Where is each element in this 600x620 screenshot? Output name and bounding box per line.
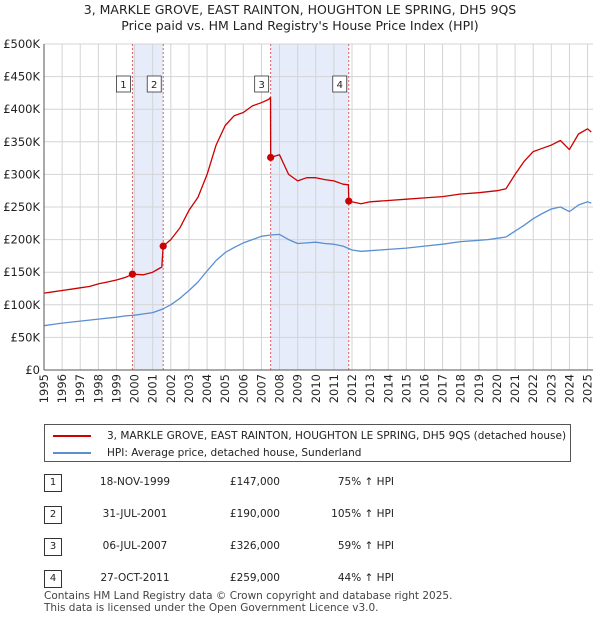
legend: 3, MARKLE GROVE, EAST RAINTON, HOUGHTON … (44, 424, 571, 462)
x-tick-label: 2017 (436, 374, 450, 403)
y-tick-label: £400K (3, 102, 40, 116)
axis-layer: £0 £50K £100K £150K £200K £250K £300K £350K £400… (3, 37, 594, 403)
y-tick-label: £500K (3, 37, 40, 51)
sale-point-2 (159, 242, 167, 250)
x-tick-label: 2008 (273, 374, 287, 403)
sale-row-4: 4 27-OCT-2011 £259,000 44% ↑ HPI (44, 570, 444, 590)
sale-price: £190,000 (229, 508, 280, 520)
y-tick-label: £250K (3, 200, 40, 214)
sale-point-1 (128, 270, 137, 278)
sale-label-box-1 (116, 75, 131, 93)
x-tick-label: 2000 (128, 374, 142, 403)
sale-label-3: 3 (258, 80, 264, 91)
sale-date: 31-JUL-2001 (102, 508, 168, 520)
sale-row-2: 2 31-JUL-2001 £190,000 105% ↑ HPI (44, 506, 444, 526)
sale-hpi-change: 75% ↑ HPI (337, 476, 394, 488)
sale-price: £259,000 (229, 572, 280, 584)
sale-label-4: 4 (337, 80, 343, 91)
y-tick-label: £200K (3, 233, 40, 247)
y-tick-label: £100K (3, 298, 40, 312)
sale-hpi-change: 59% ↑ HPI (337, 540, 394, 552)
sale-point-3 (267, 153, 275, 162)
x-tick-label: 2006 (236, 374, 250, 403)
x-tick-label: 2001 (146, 374, 160, 403)
sale-date: 27-OCT-2011 (100, 572, 170, 584)
footer-copyright: Contains HM Land Registry data © Crown c… (44, 590, 453, 602)
y-tick-label: £350K (3, 135, 40, 149)
x-tick-label: 2022 (526, 374, 540, 403)
x-tick-label: 2019 (472, 374, 486, 403)
x-tick-label: 2010 (309, 374, 323, 403)
x-tick-label: 1999 (109, 374, 123, 403)
sale-label-box-2 (146, 75, 162, 93)
grid-layer (43, 43, 593, 371)
series-line-hpi (43, 201, 592, 327)
legend-label-property: 3, MARKLE GROVE, EAST RAINTON, HOUGHTON … (107, 430, 567, 442)
sale-label-box-3 (254, 75, 270, 93)
x-tick-label: 2012 (345, 374, 359, 403)
y-tick-label: £150K (3, 265, 40, 279)
sale-date: 18-NOV-1999 (99, 476, 171, 488)
x-tick-label: 2009 (291, 374, 305, 403)
y-tick-label: £450K (3, 70, 40, 84)
x-tick-label: 2020 (490, 374, 504, 403)
x-tick-label: 2018 (454, 374, 468, 403)
y-tick-label: £0 (25, 363, 40, 377)
sale-hpi-change: 44% ↑ HPI (337, 572, 394, 584)
x-tick-label: 2023 (544, 374, 558, 403)
sale-price: £326,000 (229, 540, 280, 552)
sale-number-badge: 4 (44, 570, 62, 588)
x-tick-label: 2007 (254, 374, 268, 403)
sale-price: £147,000 (229, 476, 280, 488)
sale-date: 06-JUL-2007 (102, 540, 168, 552)
sale-number-badge: 3 (44, 538, 62, 556)
x-tick-label: 2024 (562, 374, 576, 403)
chart-title-line2: Price paid vs. HM Land Registry's House … (121, 18, 479, 33)
sale-label-1: 1 (120, 80, 126, 91)
legend-swatch-property (53, 435, 91, 437)
footer-licence: This data is licensed under the Open Gov… (44, 602, 379, 614)
x-tick-label: 1998 (91, 374, 105, 403)
chart-title-line1: 3, MARKLE GROVE, EAST RAINTON, HOUGHTON … (83, 2, 517, 17)
x-tick-label: 2005 (218, 374, 232, 403)
x-tick-label: 1996 (55, 374, 69, 403)
x-tick-label: 2011 (327, 374, 341, 403)
legend-item-hpi: HPI: Average price, detached house, Sund… (53, 445, 361, 461)
y-tick-label: £50K (11, 330, 41, 344)
legend-item-property: 3, MARKLE GROVE, EAST RAINTON, HOUGHTON … (53, 428, 566, 444)
sale-number-badge: 1 (44, 474, 62, 492)
point-layer (128, 153, 353, 278)
x-tick-label: 2015 (399, 374, 413, 403)
sale-row-1: 1 18-NOV-1999 £147,000 75% ↑ HPI (44, 474, 444, 494)
x-tick-label: 1995 (37, 374, 51, 403)
sale-point-4 (345, 197, 353, 205)
sale-number-badge: 2 (44, 506, 62, 524)
x-tick-label: 2002 (164, 374, 178, 403)
x-tick-label: 2003 (182, 374, 196, 403)
x-tick-label: 2013 (363, 374, 377, 403)
x-tick-label: 2021 (508, 374, 522, 403)
price-chart: 1 2 3 4 £0 £50K £100K £150K £200K £250K £300K £350… (3, 37, 594, 403)
label-layer: 1 2 3 4 (116, 75, 348, 93)
sale-label-2: 2 (151, 80, 157, 91)
sale-hpi-change: 105% ↑ HPI (331, 508, 394, 520)
x-tick-label: 2004 (200, 374, 214, 403)
sale-label-box-4 (332, 75, 348, 93)
legend-label-hpi: HPI: Average price, detached house, Sund… (107, 447, 362, 459)
x-tick-label: 2014 (381, 374, 395, 403)
legend-swatch-hpi (53, 452, 91, 454)
sale-row-3: 3 06-JUL-2007 £326,000 59% ↑ HPI (44, 538, 444, 558)
x-tick-label: 2016 (417, 374, 431, 403)
y-tick-label: £300K (3, 167, 40, 181)
x-tick-label: 1997 (73, 374, 87, 403)
x-tick-label: 2025 (581, 374, 595, 403)
